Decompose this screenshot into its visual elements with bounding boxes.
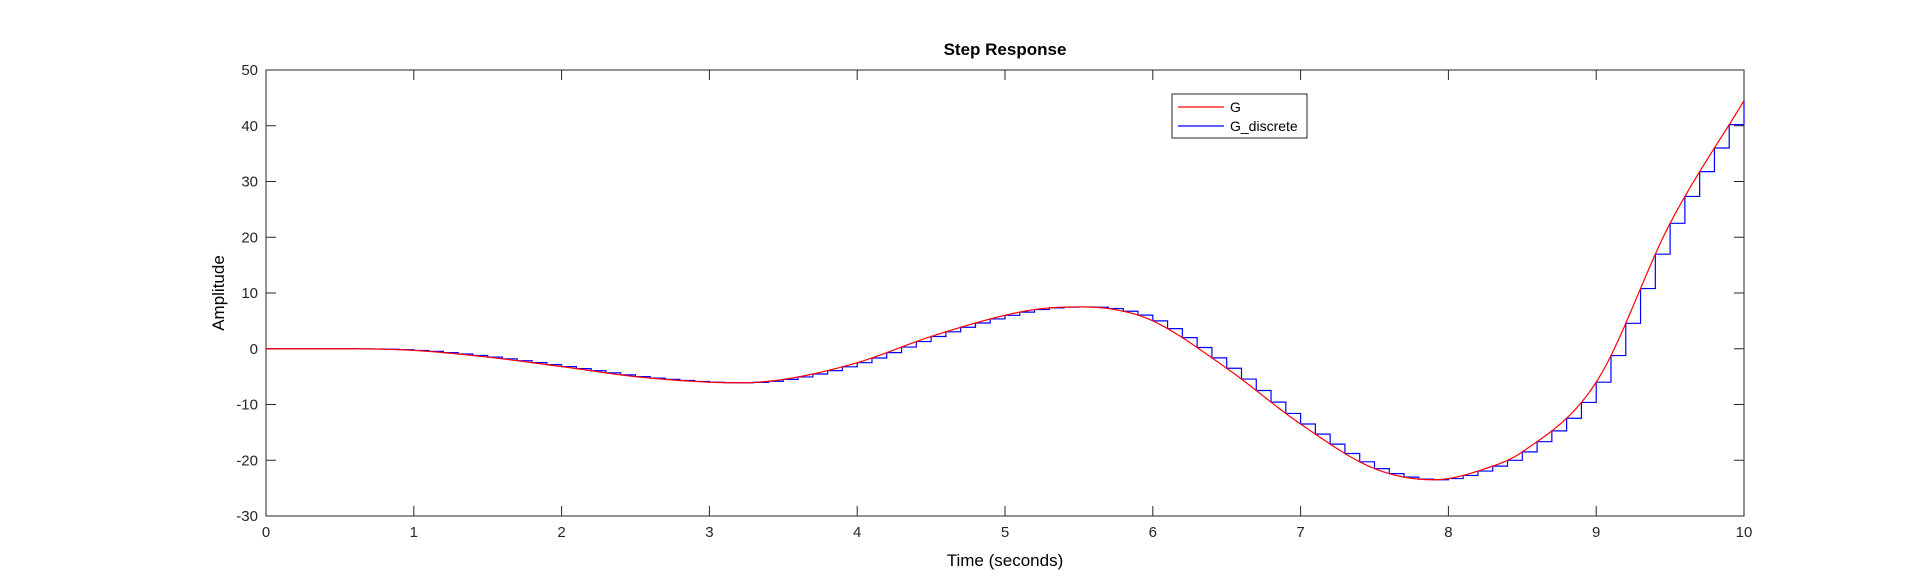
x-axis-ticks: 0 1 2 3 4 5 6 7 8 9 10: [262, 70, 1753, 541]
y-tick-label: 30: [241, 174, 258, 191]
y-tick-label: 10: [241, 285, 258, 302]
x-tick-label: 8: [1444, 524, 1452, 541]
y-tick-label: 50: [241, 62, 258, 79]
y-tick-label: -20: [236, 452, 258, 469]
y-tick-label: 0: [250, 341, 258, 358]
series-line-g-discrete: [266, 100, 1745, 481]
y-tick-label: 20: [241, 229, 258, 246]
y-axis-label: Amplitude: [209, 255, 228, 331]
legend-label-g-discrete: G_discrete: [1230, 118, 1298, 134]
plot-area: 0 1 2 3 4 5 6 7 8 9 10 -30 -20 -10 0 10 20 30 40 50: [236, 62, 1752, 541]
x-tick-label: 3: [705, 524, 713, 541]
series-layer: [266, 100, 1745, 481]
y-tick-label: -10: [236, 397, 258, 414]
y-tick-label: -30: [236, 508, 258, 525]
x-tick-label: 7: [1296, 524, 1304, 541]
series-line-g: [266, 100, 1745, 481]
axes-box: [265, 69, 1745, 517]
x-tick-label: 0: [262, 524, 270, 541]
x-tick-label: 6: [1149, 524, 1157, 541]
x-tick-label: 4: [853, 524, 861, 541]
x-tick-label: 2: [557, 524, 565, 541]
x-tick-label: 5: [1001, 524, 1009, 541]
y-tick-label: 40: [241, 118, 258, 135]
legend[interactable]: G G_discrete: [1171, 93, 1308, 139]
x-tick-label: 10: [1736, 524, 1753, 541]
x-axis-label: Time (seconds): [947, 551, 1064, 570]
y-axis-ticks: -30 -20 -10 0 10 20 30 40 50: [236, 62, 1744, 525]
x-tick-label: 9: [1592, 524, 1600, 541]
legend-label-g: G: [1230, 99, 1241, 115]
chart-title: Step Response: [944, 40, 1067, 59]
x-tick-label: 1: [410, 524, 418, 541]
legend-box: [1171, 93, 1308, 139]
